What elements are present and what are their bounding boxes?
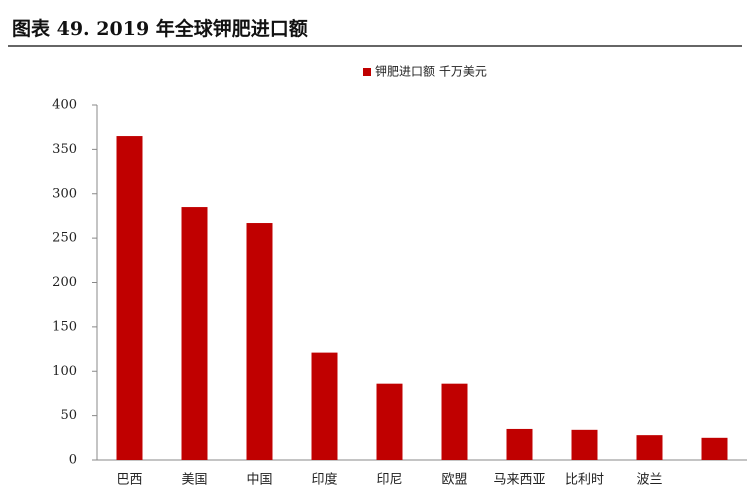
x-tick-label: 巴西: [116, 473, 142, 488]
y-tick-label: 150: [52, 319, 77, 334]
y-tick-label: 0: [69, 453, 77, 468]
y-tick-label: 100: [52, 364, 77, 379]
x-tick-label: 印度: [311, 472, 337, 488]
legend-label: 钾肥进口额 千万美元: [375, 65, 487, 79]
x-tick-label: 美国: [181, 473, 207, 488]
y-tick-label: 400: [52, 98, 77, 113]
x-tick-label: 中国: [246, 473, 272, 488]
bar: [636, 435, 663, 460]
y-tick-label: 350: [52, 142, 77, 157]
legend-swatch: [363, 68, 371, 76]
bar: [311, 352, 338, 460]
x-tick-label: 欧盟: [441, 473, 467, 488]
bar: [571, 429, 598, 460]
x-tick-label: 马来西亚: [493, 473, 545, 488]
x-tick-label: 印尼: [376, 473, 402, 488]
bar: [181, 207, 208, 460]
x-tick-label: 波兰: [636, 473, 662, 488]
bar: [376, 383, 403, 460]
bar: [701, 437, 728, 460]
bar: [246, 223, 273, 460]
bar: [506, 428, 533, 460]
y-tick-label: 200: [52, 275, 77, 290]
y-tick-label: 250: [52, 231, 77, 246]
x-tick-label: 比利时: [565, 473, 604, 488]
y-tick-label: 300: [52, 186, 77, 201]
bar: [116, 136, 143, 460]
chart-title: 图表 49. 2019 年全球钾肥进口额: [12, 17, 308, 40]
bar: [441, 383, 468, 460]
y-tick-label: 50: [60, 408, 77, 423]
